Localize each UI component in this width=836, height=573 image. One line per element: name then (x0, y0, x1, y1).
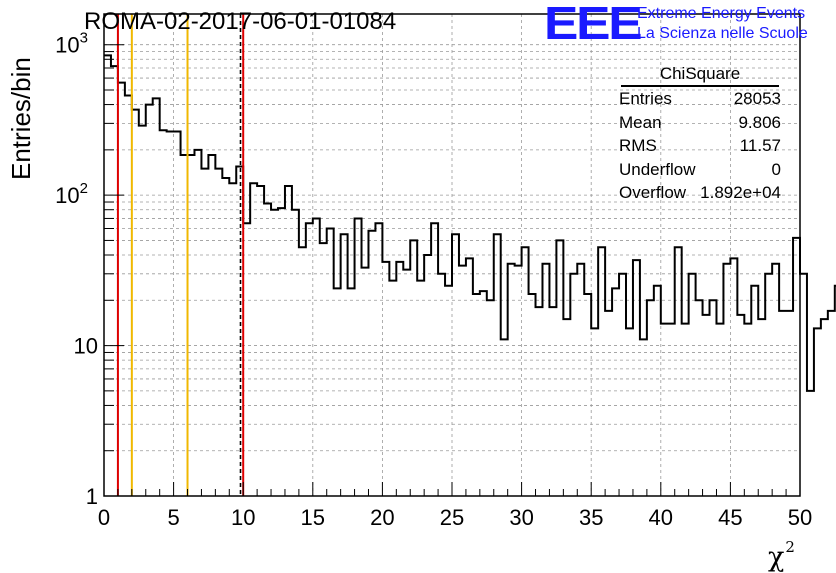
y-tick-label: 102 (55, 180, 88, 208)
stats-row: RMS 11.57 (611, 134, 781, 158)
stats-row: Entries 28053 (611, 87, 781, 111)
x-tick-label: 20 (370, 505, 394, 530)
x-tick-label: 15 (301, 505, 325, 530)
x-axis-label-exponent: 2 (785, 538, 795, 556)
x-tick-label: 10 (231, 505, 255, 530)
stats-title: ChiSquare (621, 64, 779, 87)
y-tick-label: 10 (74, 334, 98, 359)
stats-row: Overflow 1.892e+04 (611, 181, 781, 205)
stats-label: Entries (619, 87, 672, 111)
x-tick-label: 40 (649, 505, 673, 530)
stats-label: Underflow (619, 158, 696, 182)
stats-value: 28053 (734, 87, 781, 111)
y-axis-label: Entries/bin (6, 57, 37, 180)
stats-value: 0 (772, 158, 781, 182)
stats-box: ChiSquare Entries 28053 Mean 9.806 RMS 11.5… (611, 64, 781, 205)
stats-value: 9.806 (738, 111, 781, 135)
stats-value: 11.57 (740, 134, 781, 158)
stats-value: 1.892e+04 (700, 181, 781, 205)
stats-label: Overflow (619, 181, 686, 205)
x-axis-label: χ2 (768, 538, 795, 573)
stats-row: Underflow 0 (611, 158, 781, 182)
x-tick-label: 25 (440, 505, 464, 530)
x-tick-label: 0 (98, 505, 110, 530)
logo-line-1: Extreme Energy Events (637, 5, 805, 23)
eee-logo: EEE (544, 2, 640, 44)
logo-line-2: La Scienza nelle Scuole (637, 25, 808, 43)
x-tick-label: 30 (509, 505, 533, 530)
x-tick-label: 35 (579, 505, 603, 530)
stats-label: Mean (619, 111, 662, 135)
y-tick-label: 1 (86, 484, 98, 509)
stats-row: Mean 9.806 (611, 111, 781, 135)
x-tick-label: 45 (718, 505, 742, 530)
x-tick-label: 5 (167, 505, 179, 530)
x-axis-label-base: χ (768, 542, 784, 573)
x-tick-label: 50 (788, 505, 812, 530)
chart-title: ROMA-02-2017-06-01-01084 (84, 8, 396, 36)
stats-label: RMS (619, 134, 657, 158)
